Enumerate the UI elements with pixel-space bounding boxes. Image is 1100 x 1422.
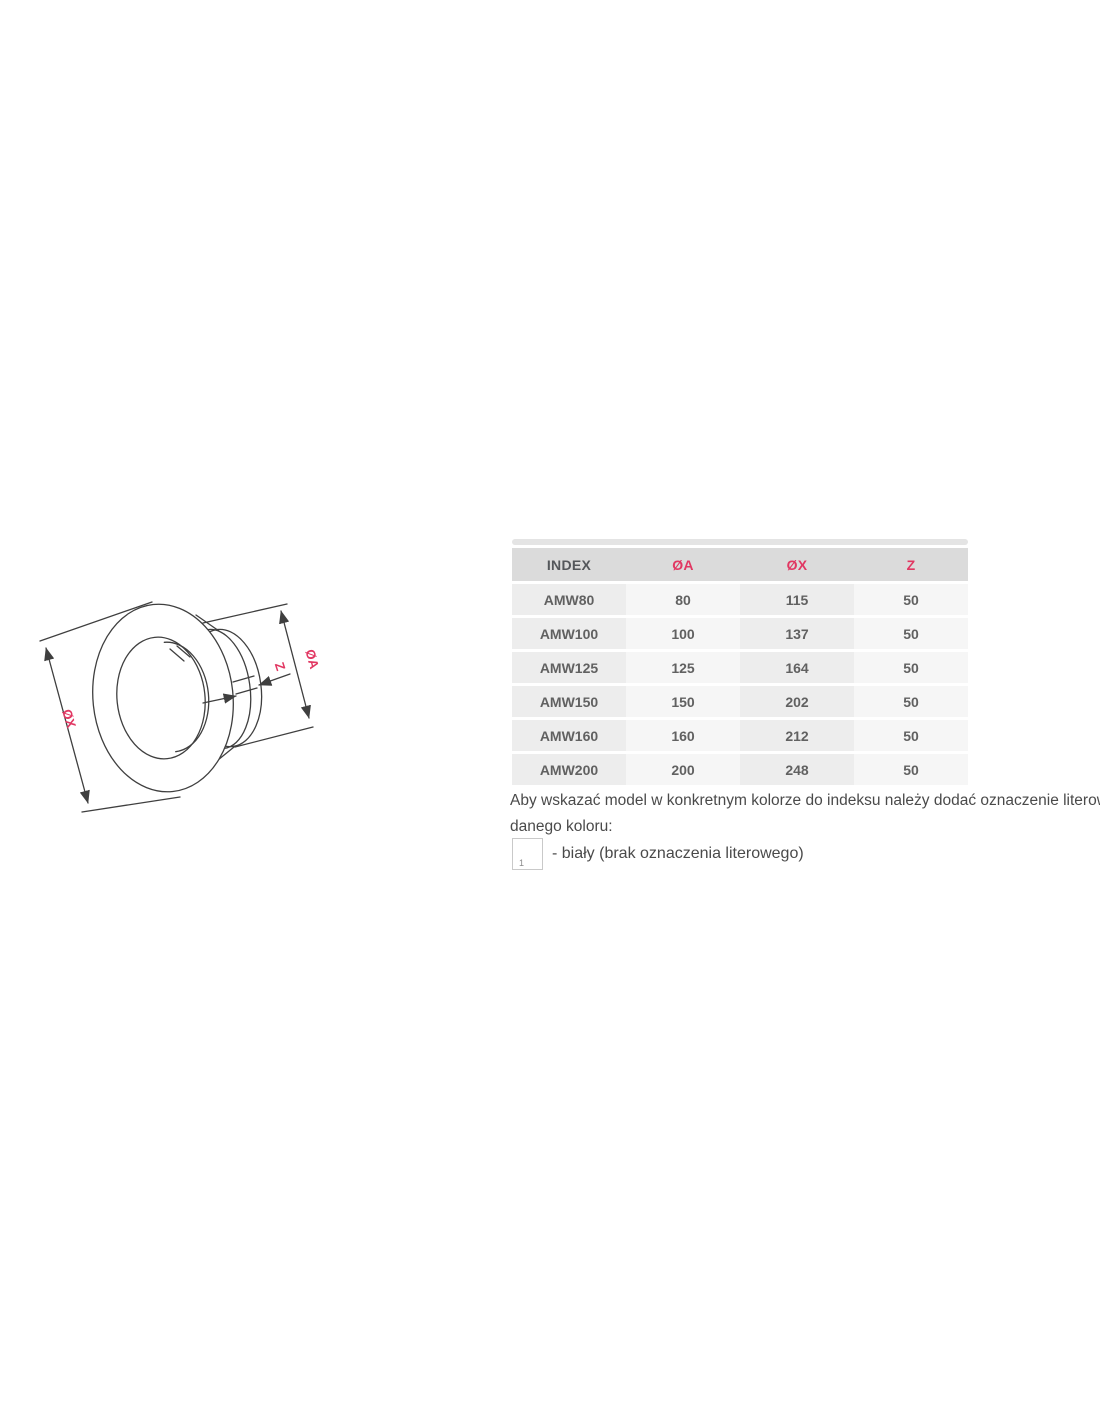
col-header-ox: ØX [740,548,854,581]
table-cell: 50 [854,754,968,785]
dimension-ox-label: ØX [59,707,79,730]
table-cell: AMW160 [512,720,626,751]
table-cell: 125 [626,652,740,683]
table-row: AMW200 200 248 50 [512,754,968,785]
table-cell: 50 [854,584,968,615]
diagram-central-disc [163,641,210,753]
table-cell: 150 [626,686,740,717]
table-cell: AMW150 [512,686,626,717]
swatch-mark: 1 [519,858,525,868]
table-row: AMW160 160 212 50 [512,720,968,751]
dimension-ox [39,601,181,813]
table-cell: 80 [626,584,740,615]
diagram-flange [92,603,234,793]
table-top-edge [512,539,968,545]
table-cell: 50 [854,652,968,683]
table-row: AMW100 100 137 50 [512,618,968,649]
table-cell: 202 [740,686,854,717]
table-cell: 248 [740,754,854,785]
dimension-oa-label: ØA [302,648,322,671]
table-cell: 100 [626,618,740,649]
table-row: AMW150 150 202 50 [512,686,968,717]
table-cell: AMW100 [512,618,626,649]
table-cell: 160 [626,720,740,751]
table-header-row: INDEX ØA ØX Z [512,548,968,581]
color-legend: 1 - biały (brak oznaczenia literowego) [512,838,804,870]
dimension-z [202,673,291,704]
table-cell: AMW125 [512,652,626,683]
table-row: AMW125 125 164 50 [512,652,968,683]
table-cell: 137 [740,618,854,649]
col-header-oa: ØA [626,548,740,581]
dimension-oa [202,603,314,748]
col-header-z: Z [854,548,968,581]
product-diagram: ØX ØA Z [39,601,322,813]
table-cell: 164 [740,652,854,683]
table-row: AMW80 80 115 50 [512,584,968,615]
color-note-line2: danego koloru: [510,818,613,835]
dimension-z-label: Z [272,660,289,672]
table-cell: 50 [854,720,968,751]
white-color-label: - biały (brak oznaczenia literowego) [552,845,804,862]
col-header-index: INDEX [512,548,626,581]
color-note: Aby wskazać model w konkretnym kolorze d… [510,788,1100,840]
table-cell: 50 [854,618,968,649]
table-cell: AMW80 [512,584,626,615]
table-cell: 50 [854,686,968,717]
white-color-swatch: 1 [512,838,543,870]
spec-table: INDEX ØA ØX Z AMW80 80 115 50 AMW100 100… [512,545,968,788]
table-cell: 115 [740,584,854,615]
table-cell: 200 [626,754,740,785]
color-note-line1: Aby wskazać model w konkretnym kolorze d… [510,792,1100,809]
table-cell: 212 [740,720,854,751]
table-cell: AMW200 [512,754,626,785]
